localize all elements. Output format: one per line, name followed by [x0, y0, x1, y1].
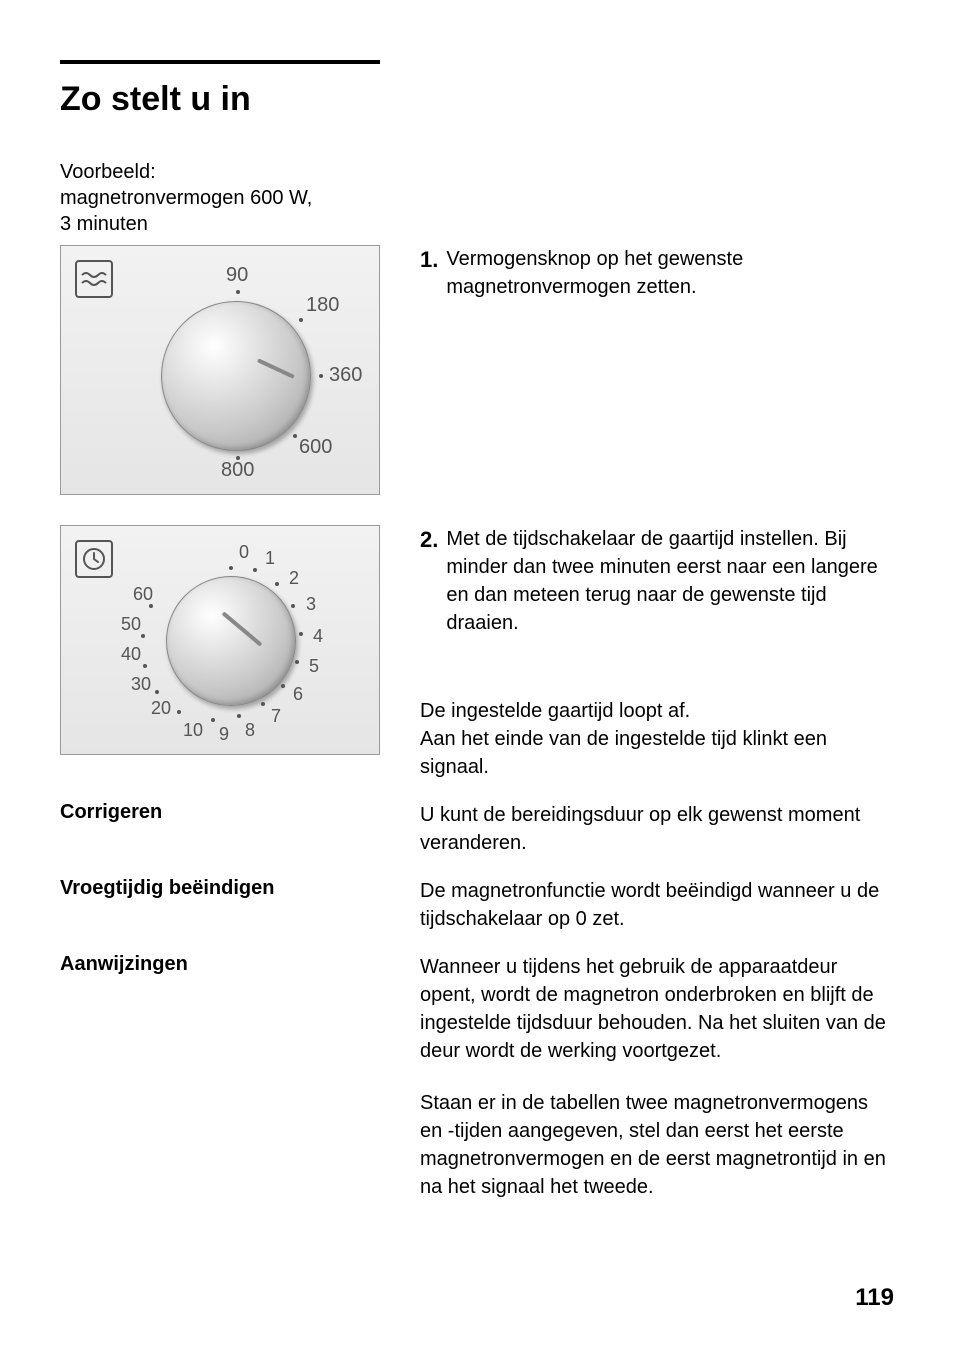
- step-2-body: Met de tijdschakelaar de gaartijd instel…: [446, 525, 894, 637]
- power-label-800: 800: [221, 459, 254, 482]
- step-1-number: 1.: [420, 245, 438, 301]
- title-bar: [60, 60, 380, 64]
- aanwijzingen-row: Aanwijzingen Wanneer u tijdens het gebru…: [60, 953, 894, 1201]
- dial-dot: [236, 290, 240, 294]
- example-intro: Voorbeeld: magnetronvermogen 600 W, 3 mi…: [60, 159, 894, 237]
- corrigeren-row: Corrigeren U kunt de bereidingsduur op e…: [60, 801, 894, 857]
- vroegtijdig-label: Vroegtijdig beëindigen: [60, 877, 380, 900]
- dial-dot: [291, 604, 295, 608]
- dial-dot: [177, 710, 181, 714]
- timer-label-30: 30: [131, 674, 151, 695]
- step-2-text: 2. Met de tijdschakelaar de gaartijd ins…: [420, 525, 894, 781]
- aanwijzingen-text-1: Wanneer u tijdens het gebruik de apparaa…: [420, 953, 894, 1065]
- power-label-90: 90: [226, 264, 248, 287]
- intro-line-1: Voorbeeld:: [60, 159, 894, 185]
- dial-dot: [149, 604, 153, 608]
- timer-dial-indicator: [222, 611, 263, 646]
- timer-label-7: 7: [271, 706, 281, 727]
- page-number: 119: [855, 1284, 894, 1312]
- step-1-row: 90 180 360 600 800 1. Vermogensknop op h…: [60, 245, 894, 495]
- timer-label-9: 9: [219, 724, 229, 745]
- timer-dial-panel: 0 1 2 3 4 5 6 7 8 9 10 20 30 40 50 60: [60, 525, 380, 781]
- dial-dot: [211, 718, 215, 722]
- vroegtijdig-row: Vroegtijdig beëindigen De magnetronfunct…: [60, 877, 894, 933]
- power-label-360: 360: [329, 364, 362, 387]
- power-label-600: 600: [299, 436, 332, 459]
- dial-dot: [295, 660, 299, 664]
- clock-icon: [75, 540, 113, 578]
- dial-dot: [299, 632, 303, 636]
- timer-label-10: 10: [183, 720, 203, 741]
- timer-label-20: 20: [151, 698, 171, 719]
- intro-line-2: magnetronvermogen 600 W,: [60, 185, 894, 211]
- dial-dot: [275, 582, 279, 586]
- step-1-body: Vermogensknop op het gewenste magnetronv…: [446, 245, 894, 301]
- vroegtijdig-text: De magnetronfunctie wordt beëindigd wann…: [420, 877, 894, 933]
- power-dial-indicator: [257, 358, 295, 379]
- timer-label-2: 2: [289, 568, 299, 589]
- corrigeren-label: Corrigeren: [60, 801, 380, 824]
- step-2-number: 2.: [420, 525, 438, 637]
- dial-dot: [319, 374, 323, 378]
- dial-dot: [141, 634, 145, 638]
- dial-dot: [281, 684, 285, 688]
- intro-line-3: 3 minuten: [60, 211, 894, 237]
- timer-label-1: 1: [265, 548, 275, 569]
- dial-dot: [293, 434, 297, 438]
- after-step2-line-b: Aan het einde van de ingestelde tijd kli…: [420, 725, 894, 781]
- power-dial-panel: 90 180 360 600 800: [60, 245, 380, 495]
- timer-label-60: 60: [133, 584, 153, 605]
- dial-dot: [253, 568, 257, 572]
- aanwijzingen-text-2: Staan er in de tabellen twee magnetronve…: [420, 1089, 894, 1201]
- timer-dial-knob: [166, 576, 296, 706]
- timer-label-40: 40: [121, 644, 141, 665]
- microwave-icon: [75, 260, 113, 298]
- dial-dot: [236, 456, 240, 460]
- timer-dial-box: 0 1 2 3 4 5 6 7 8 9 10 20 30 40 50 60: [60, 525, 380, 755]
- timer-label-4: 4: [313, 626, 323, 647]
- timer-label-5: 5: [309, 656, 319, 677]
- step-2-row: 0 1 2 3 4 5 6 7 8 9 10 20 30 40 50 60: [60, 525, 894, 781]
- dial-dot: [143, 664, 147, 668]
- dial-dot: [261, 702, 265, 706]
- corrigeren-text: U kunt de bereidingsduur op elk gewenst …: [420, 801, 894, 857]
- dial-dot: [229, 566, 233, 570]
- aanwijzingen-label: Aanwijzingen: [60, 953, 380, 976]
- timer-label-6: 6: [293, 684, 303, 705]
- power-dial-knob: [161, 301, 311, 451]
- after-step2-line-a: De ingestelde gaartijd loopt af.: [420, 697, 894, 725]
- power-dial-box: 90 180 360 600 800: [60, 245, 380, 495]
- power-label-180: 180: [306, 294, 339, 317]
- timer-label-0: 0: [239, 542, 249, 563]
- timer-label-50: 50: [121, 614, 141, 635]
- dial-dot: [237, 714, 241, 718]
- step-1-text: 1. Vermogensknop op het gewenste magnetr…: [420, 245, 894, 495]
- dial-dot: [155, 690, 159, 694]
- dial-dot: [299, 318, 303, 322]
- timer-label-8: 8: [245, 720, 255, 741]
- page-title: Zo stelt u in: [60, 80, 894, 119]
- timer-label-3: 3: [306, 594, 316, 615]
